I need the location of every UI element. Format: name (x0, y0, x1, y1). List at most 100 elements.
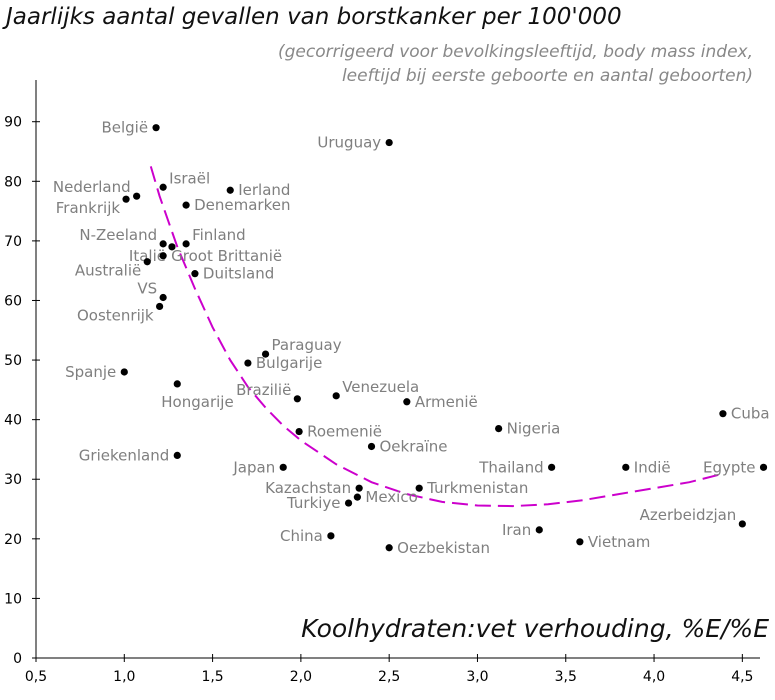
point-label: Vietnam (588, 533, 651, 551)
point-label: Italië (129, 247, 166, 265)
x-tick-label: 4,0 (643, 669, 665, 685)
y-tick-label: 10 (4, 591, 22, 607)
point-label: Israël (169, 169, 210, 187)
data-point (261, 350, 270, 358)
point-label: Griekenland (79, 446, 169, 464)
data-point (576, 538, 584, 546)
y-tick-label: 60 (4, 293, 22, 309)
data-point (719, 410, 727, 418)
data-point (295, 427, 303, 436)
data-point (332, 392, 340, 400)
data-point (738, 520, 746, 528)
data-point (156, 302, 164, 311)
data-point (122, 195, 130, 203)
point-label: Brazilië (236, 381, 291, 399)
point-label: Ierland (238, 181, 290, 199)
chart-subtitle-line-1: (gecorrigeerd voor bevolkingsleeftijd, b… (278, 42, 753, 62)
point-label: Duitsland (203, 265, 274, 283)
data-point (495, 424, 503, 433)
data-point (293, 395, 301, 403)
data-point (133, 192, 141, 200)
point-label: Egypte (703, 458, 756, 476)
data-point (120, 368, 128, 376)
data-point (535, 526, 543, 534)
point-label: Iran (502, 521, 531, 539)
data-point (173, 380, 181, 388)
chart-subtitle-line-2: leeftijd bij eerste geboorte en aantal g… (341, 66, 753, 86)
data-point (548, 463, 556, 471)
data-point (355, 484, 363, 492)
point-label: VS (137, 279, 157, 297)
data-point (159, 293, 167, 302)
chart-title: Jaarlijks aantal gevallen van borstkanke… (6, 4, 622, 30)
data-point (385, 544, 393, 552)
point-label: Azerbeidzjan (640, 506, 737, 524)
point-label: Cuba (731, 405, 770, 423)
y-tick-label: 70 (4, 234, 22, 250)
data-point (152, 124, 160, 132)
point-label: Paraguay (272, 336, 342, 354)
data-point (385, 138, 393, 147)
y-tick-label: 20 (4, 532, 22, 548)
data-point (327, 532, 335, 540)
x-axis-label: Koolhydraten:vet verhouding, %E/%E (301, 614, 769, 643)
data-point (403, 398, 411, 406)
y-tick-label: 40 (4, 413, 22, 429)
data-point (226, 186, 234, 194)
x-tick-label: 0,5 (25, 669, 47, 685)
chart-subtitle: (gecorrigeerd voor bevolkingsleeftijd, b… (278, 40, 753, 88)
point-label: Japan (232, 458, 275, 476)
y-tick-label: 50 (4, 353, 22, 369)
point-label: Venezuela (342, 378, 419, 396)
data-point (191, 270, 199, 278)
point-label: Armenië (415, 393, 478, 411)
x-tick-label: 4,5 (731, 669, 753, 685)
point-label: Australië (75, 262, 141, 280)
data-point (173, 451, 181, 460)
data-point (415, 484, 423, 492)
x-tick-label: 3,0 (466, 669, 488, 685)
y-tick-label: 90 (4, 115, 22, 131)
point-label: Nigeria (507, 420, 561, 438)
point-label: N-Zeeland (79, 226, 157, 244)
point-label: Kazachstan (265, 479, 351, 497)
point-label: Bulgarije (256, 354, 322, 372)
y-tick-label: 0 (13, 651, 22, 667)
point-label: Nederland (53, 178, 131, 196)
data-point (279, 463, 287, 471)
point-label: Oekraïne (380, 437, 448, 455)
data-point (759, 463, 768, 471)
data-point (367, 442, 376, 451)
data-point (244, 359, 252, 367)
y-tick-label: 30 (4, 472, 22, 488)
point-label: Turkiye (286, 494, 341, 512)
data-point (344, 499, 353, 507)
data-point (168, 243, 176, 251)
data-point (143, 258, 151, 266)
point-label: Roemenië (307, 423, 382, 441)
data-point (159, 252, 167, 260)
point-label: Thailand (478, 458, 543, 476)
y-tick-label: 80 (4, 174, 22, 190)
x-tick-label: 2,0 (290, 669, 312, 685)
x-tick-label: 1,5 (201, 669, 223, 685)
data-point (159, 240, 167, 248)
data-point (182, 240, 190, 248)
point-label: China (280, 527, 323, 545)
point-label: Oezbekistan (397, 539, 490, 557)
point-label: Frankrijk (56, 199, 121, 217)
point-label: Mexico (365, 488, 417, 506)
x-tick-label: 2,5 (378, 669, 400, 685)
point-label: Oostenrijk (77, 306, 154, 324)
point-label: Hongarije (161, 393, 233, 411)
x-tick-label: 1,0 (113, 669, 135, 685)
point-label: Finland (192, 226, 246, 244)
point-label: Spanje (65, 363, 116, 381)
point-label: Uruguay (317, 134, 381, 152)
point-label: Turkmenistan (426, 479, 528, 497)
point-label: Indië (634, 458, 671, 476)
data-point (353, 493, 361, 501)
trend-curve (149, 166, 725, 508)
point-label: Groot Brittanië (171, 247, 282, 265)
